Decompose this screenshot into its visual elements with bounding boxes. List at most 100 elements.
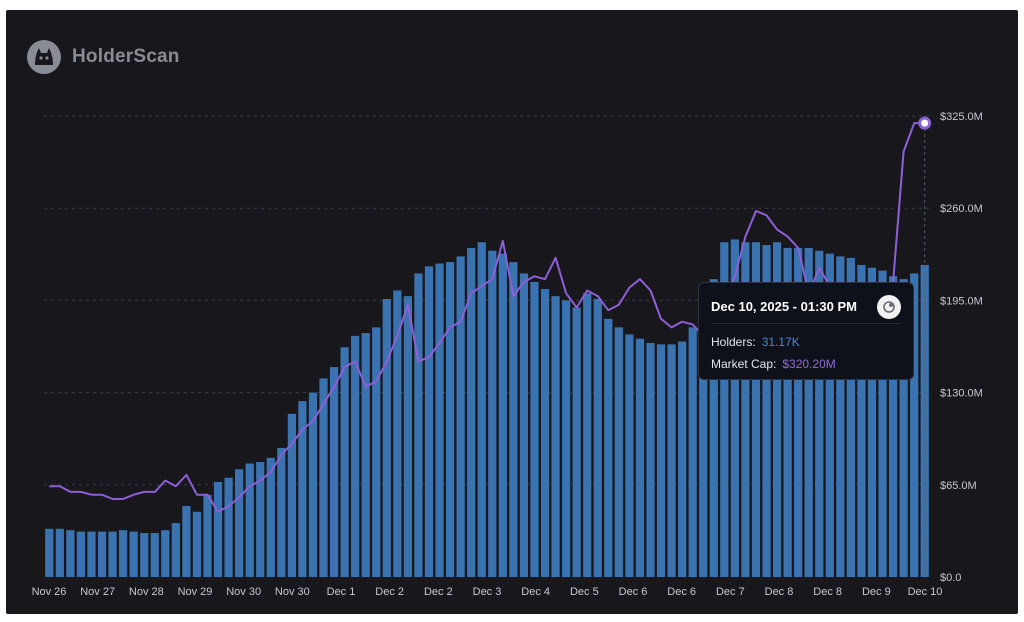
holders-bar	[203, 494, 212, 577]
x-tick-label: Dec 8	[813, 586, 842, 598]
holders-bar	[372, 327, 381, 577]
market-cap-value: $320.20M	[782, 357, 836, 371]
holders-bar	[192, 511, 202, 577]
tooltip-date: Dec 10, 2025 - 01:30 PM	[711, 299, 857, 314]
tooltip-mcap-row: Market Cap: $320.20M	[711, 357, 836, 371]
holders-bar	[435, 263, 444, 577]
holders-bar	[530, 281, 539, 577]
y-tick-label: $325.0M	[940, 111, 983, 123]
chart-tooltip: Dec 10, 2025 - 01:30 PM Holders: 31.17K M…	[698, 282, 914, 380]
holders-bar	[815, 250, 824, 577]
holders-bar	[213, 481, 223, 577]
holders-bar	[846, 257, 856, 577]
holders-bar	[351, 335, 360, 577]
holders-bar	[867, 267, 877, 577]
holders-bar	[709, 279, 718, 577]
holders-bar	[140, 533, 149, 577]
hover-point-marker	[918, 116, 932, 130]
holders-bar	[287, 413, 296, 577]
holders-bar	[298, 401, 307, 577]
holders-bar	[97, 531, 107, 577]
holders-bar	[519, 273, 529, 577]
holders-bar	[699, 296, 708, 577]
holders-bar	[667, 344, 676, 577]
x-tick-label: Dec 3	[473, 586, 502, 598]
holders-bar	[614, 327, 623, 577]
holders-bar	[878, 270, 887, 577]
y-tick-label: $65.0M	[940, 480, 977, 492]
brand-name: HolderScan	[72, 46, 180, 67]
holders-bar	[414, 273, 423, 577]
holders-bar	[551, 296, 560, 577]
holders-bar	[498, 253, 507, 578]
holders-bar	[730, 239, 739, 577]
holders-bar	[456, 256, 465, 577]
token-icon	[877, 295, 901, 319]
holders-bar	[836, 256, 845, 577]
holders-bar	[129, 531, 138, 577]
market-cap-label: Market Cap:	[711, 357, 777, 371]
holders-bar	[635, 338, 645, 577]
holders-value: 31.17K	[761, 335, 800, 349]
holders-bar	[45, 528, 54, 577]
holders-bar	[741, 242, 750, 577]
holders-bar	[593, 298, 602, 577]
tooltip-divider	[711, 323, 901, 324]
holders-bar	[393, 290, 402, 577]
x-tick-label: Nov 26	[32, 586, 67, 598]
holders-bar	[361, 333, 370, 577]
holders-bar	[794, 247, 803, 577]
holders-bar	[888, 276, 898, 577]
holders-bar	[161, 530, 170, 577]
holders-bar	[688, 327, 697, 577]
y-tick-label: $260.0M	[940, 203, 983, 215]
holders-bar	[150, 533, 159, 577]
holders-bar	[920, 264, 929, 577]
y-tick-label: $0.0	[940, 572, 961, 584]
holders-bar	[467, 247, 476, 577]
holders-bar	[76, 531, 86, 577]
holders-bar	[772, 242, 782, 577]
x-tick-label: Nov 30	[275, 586, 310, 598]
holders-bar	[224, 477, 233, 577]
holders-bar	[477, 242, 486, 577]
tooltip-holders-row: Holders: 31.17K	[711, 335, 800, 349]
x-tick-label: Nov 30	[226, 586, 261, 598]
holders-bar	[108, 531, 117, 577]
x-tick-label: Dec 5	[570, 586, 599, 598]
holders-bar	[445, 262, 455, 577]
holders-bar	[256, 462, 265, 577]
holders-bar	[751, 242, 761, 577]
holders-bar	[245, 463, 254, 577]
holders-bar	[319, 378, 328, 577]
x-tick-label: Dec 2	[424, 586, 453, 598]
x-tick-label: Dec 7	[716, 586, 745, 598]
holders-bar	[857, 264, 866, 577]
holders-bar	[572, 307, 581, 577]
x-tick-label: Dec 9	[862, 586, 891, 598]
holders-bar	[656, 344, 666, 577]
holders-label: Holders:	[711, 335, 756, 349]
holders-bar	[266, 457, 275, 577]
holders-bar	[382, 298, 391, 577]
holders-bar	[118, 530, 128, 577]
x-tick-label: Dec 6	[667, 586, 696, 598]
x-tick-label: Dec 2	[375, 586, 404, 598]
market-cap-line	[49, 122, 925, 513]
holders-bar	[720, 242, 729, 577]
holders-bar	[66, 530, 75, 577]
holders-bar	[825, 253, 834, 578]
holders-bar	[403, 296, 413, 577]
x-tick-label: Nov 28	[129, 586, 164, 598]
holders-bar	[604, 318, 613, 577]
holders-bar	[509, 262, 518, 577]
holders-bar	[55, 528, 64, 577]
holders-bar	[646, 342, 655, 577]
holders-bar	[625, 334, 634, 577]
holders-bar	[540, 289, 550, 577]
holders-bar	[308, 392, 318, 577]
cat-logo-icon	[27, 40, 61, 74]
x-tick-label: Nov 29	[178, 586, 213, 598]
holders-bar	[899, 279, 908, 577]
